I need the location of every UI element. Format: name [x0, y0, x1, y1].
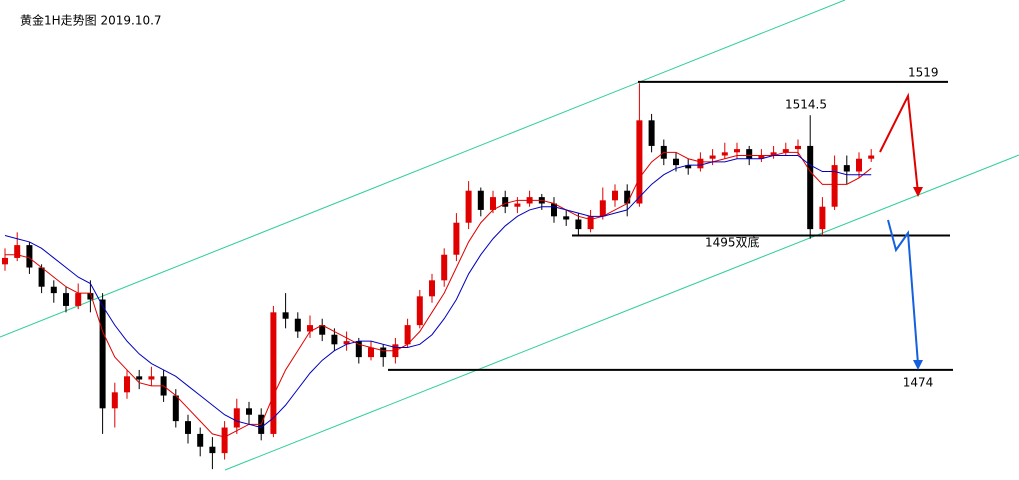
candle-body: [2, 257, 8, 265]
peak-label: 1514.5: [785, 98, 827, 112]
candle-body: [441, 254, 448, 281]
candle-body: [87, 293, 94, 300]
chart-title: 黄金1H走势图 2019.10.7: [20, 13, 162, 28]
candle-body: [355, 341, 362, 358]
candle-body: [551, 203, 557, 217]
candle-body: [14, 245, 21, 258]
candle-body: [172, 395, 179, 422]
moving-average: [4, 155, 872, 429]
candle-body: [612, 190, 618, 201]
candle-body: [416, 296, 423, 326]
candle-body: [648, 120, 655, 146]
candle-body: [294, 318, 301, 332]
candle-body: [599, 200, 606, 217]
candle-body: [26, 245, 33, 268]
candle-body: [746, 149, 753, 159]
channel-upper: [0, 0, 846, 338]
candle-body: [587, 216, 594, 230]
candle-body: [136, 376, 143, 380]
candle-body: [75, 293, 82, 306]
level-label: 1495双底: [705, 235, 760, 250]
candle-body: [209, 446, 216, 454]
candle-body: [782, 149, 789, 153]
candle-body: [734, 149, 740, 153]
candle-body: [38, 267, 45, 287]
candle-body: [368, 347, 374, 358]
arrowhead: [913, 360, 923, 370]
level-label: 1474: [903, 376, 934, 390]
channel-lower: [224, 154, 1019, 471]
arrowhead: [913, 187, 923, 197]
candle-body: [343, 341, 350, 345]
candle-body: [465, 190, 472, 223]
candle-body: [307, 325, 313, 332]
candle-body: [50, 286, 57, 294]
candle-body: [197, 433, 204, 447]
plot: 1519 1495双底 1474 1514.5: [2, 66, 953, 470]
candle-body: [685, 165, 692, 169]
candle-body: [636, 120, 643, 204]
candle-body: [404, 325, 411, 345]
candle-body: [770, 152, 777, 156]
candle-body: [221, 427, 228, 454]
candle-body: [148, 376, 155, 380]
candle-body: [331, 334, 338, 345]
candle-body: [563, 216, 570, 220]
forecast-down-arrow: [887, 219, 919, 365]
level-label: 1519: [908, 66, 939, 80]
candle-body: [575, 219, 582, 230]
candle-body: [673, 158, 679, 166]
forecast-up-arrow: [879, 92, 919, 194]
candle-body: [282, 312, 289, 319]
candle-body: [843, 165, 850, 172]
candle-body: [502, 197, 509, 207]
candle-body: [831, 165, 838, 207]
candle-body: [624, 190, 631, 204]
candle-body: [185, 421, 191, 434]
candle-body: [319, 325, 326, 335]
candle-body: [856, 158, 862, 172]
candle-body: [63, 293, 69, 306]
candle-body: [380, 347, 387, 358]
candle-body: [111, 392, 118, 409]
candle-body: [246, 408, 252, 415]
candle-body: [233, 408, 240, 428]
candle-body: [453, 222, 460, 255]
candle-body: [721, 152, 728, 156]
candle-body: [868, 155, 875, 159]
moving-average: [5, 151, 872, 438]
candle-body: [697, 158, 704, 169]
candle-body: [99, 299, 106, 409]
candle-body: [514, 203, 521, 207]
candle-body: [429, 280, 435, 297]
candle-body: [758, 155, 765, 159]
candle-body: [477, 190, 484, 210]
candle-body: [124, 376, 130, 393]
candle-body: [709, 155, 716, 159]
candle-body: [270, 312, 277, 434]
candle-body: [807, 145, 814, 230]
candle-body: [795, 145, 801, 150]
candle-body: [819, 206, 826, 230]
candle-body: [490, 197, 496, 210]
